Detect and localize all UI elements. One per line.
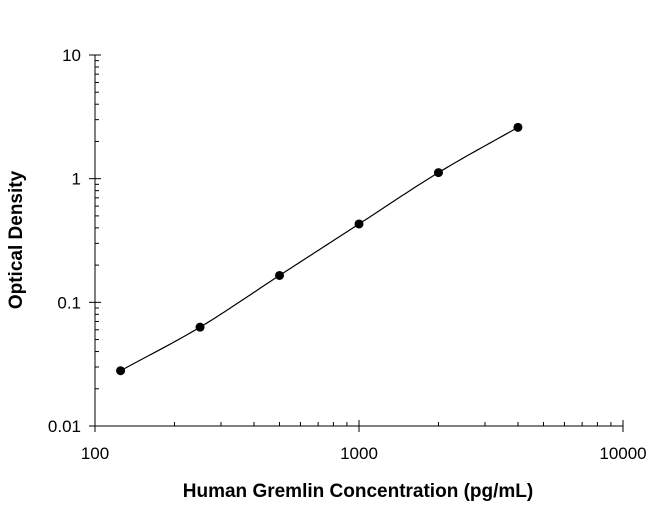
y-tick-label: 0.01: [48, 417, 81, 436]
data-point: [275, 270, 285, 280]
data-point: [433, 168, 443, 178]
y-tick-label: 10: [62, 46, 81, 65]
x-tick-label: 100: [81, 444, 109, 463]
data-point: [116, 366, 126, 376]
y-tick-label: 1: [72, 170, 81, 189]
y-axis-title: Optical Density: [6, 170, 27, 309]
fit-curve-group: [120, 126, 519, 372]
data-point: [195, 322, 205, 332]
x-axis: 100 1000 10000: [81, 420, 647, 463]
fit-curve: [120, 126, 519, 372]
data-points: [116, 122, 523, 376]
x-axis-title: Human Gremlin Concentration (pg/mL): [183, 481, 533, 502]
y-tick-label: 0.1: [57, 293, 81, 312]
x-tick-label: 10000: [599, 444, 646, 463]
data-point: [513, 122, 523, 132]
y-axis: 0.01 0.1 1 10: [48, 46, 101, 436]
data-point: [354, 219, 364, 229]
x-tick-label: 1000: [340, 444, 378, 463]
